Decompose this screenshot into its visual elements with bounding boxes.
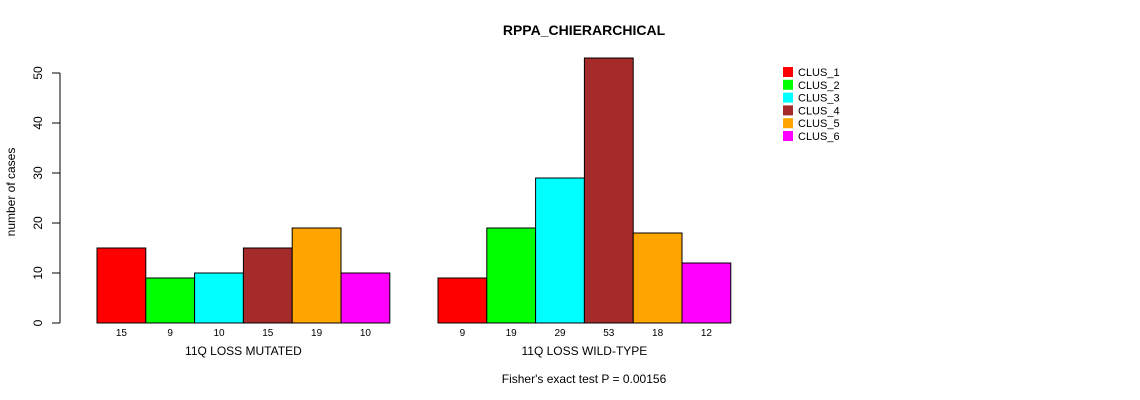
legend-label: CLUS_3 — [798, 93, 840, 105]
bar — [96, 247, 147, 324]
legend-label: CLUS_6 — [798, 131, 840, 143]
bar — [194, 272, 244, 324]
bar — [291, 227, 342, 324]
bar — [535, 177, 585, 324]
bar-count-label: 9 — [460, 328, 466, 339]
bar-count-label: 19 — [311, 328, 323, 339]
bar-count-label: 18 — [652, 328, 664, 339]
y-tick-label: 50 — [31, 66, 45, 80]
bar-count-label: 10 — [213, 328, 225, 339]
y-tick-label: 40 — [31, 116, 45, 130]
bar — [632, 232, 683, 324]
legend-label: CLUS_2 — [798, 80, 840, 92]
legend-label: CLUS_5 — [798, 118, 840, 130]
group-label: 11Q LOSS WILD-TYPE — [521, 344, 647, 358]
bar — [242, 247, 293, 324]
bar-count-label: 15 — [262, 328, 274, 339]
bar — [681, 262, 732, 324]
y-tick-label: 10 — [31, 266, 45, 280]
legend-label: CLUS_1 — [798, 67, 840, 79]
legend-label: CLUS_4 — [798, 105, 840, 117]
bar — [486, 227, 537, 324]
y-axis-label: number of cases — [4, 148, 18, 237]
bar — [145, 277, 196, 324]
bar-count-label: 15 — [116, 328, 128, 339]
legend-swatch — [783, 79, 793, 90]
legend-swatch — [783, 131, 793, 141]
bars: 15 9 10 15 19 10 9 19 29 53 18 12 — [96, 57, 732, 339]
bar — [583, 57, 634, 324]
legend-swatch — [783, 92, 793, 103]
bar-count-label: 53 — [603, 328, 615, 339]
legend-swatch — [783, 67, 793, 77]
bar-count-label: 12 — [701, 328, 713, 339]
group-label: 11Q LOSS MUTATED — [185, 344, 302, 358]
legend-swatch — [783, 105, 793, 116]
fisher-test-footnote: Fisher's exact test P = 0.00156 — [502, 372, 667, 386]
bar-count-label: 10 — [360, 328, 372, 339]
y-tick-label: 20 — [31, 216, 45, 230]
legend-swatch — [783, 118, 793, 129]
y-tick-label: 30 — [31, 166, 45, 180]
chart-title: RPPA_CHIERARCHICAL — [503, 22, 666, 38]
bar-count-label: 19 — [506, 328, 518, 339]
y-axis: 0 10 20 30 40 50 — [31, 66, 61, 326]
bar-count-label: 29 — [554, 328, 566, 339]
bar-count-label: 9 — [167, 328, 173, 339]
bar — [340, 272, 391, 324]
bar — [437, 277, 488, 324]
group-labels: 11Q LOSS MUTATED 11Q LOSS WILD-TYPE — [185, 344, 647, 358]
y-tick-label: 0 — [31, 319, 45, 326]
